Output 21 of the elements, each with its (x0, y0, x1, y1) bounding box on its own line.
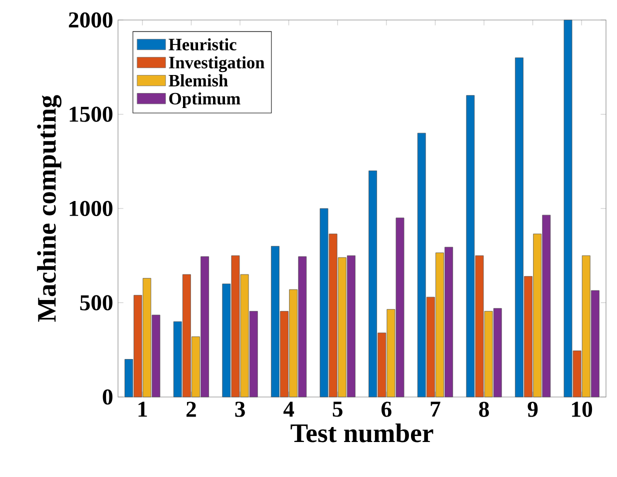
x-tick-label: 10 (572, 402, 592, 417)
y-tick-label: 1500 (70, 106, 112, 122)
x-tick-label: 4 (283, 402, 294, 417)
x-tick-label: 8 (479, 402, 489, 417)
y-tick-label: 0 (102, 389, 112, 405)
legend-label: Heuristic (168, 38, 236, 50)
y-tick-label: 500 (80, 295, 112, 310)
x-tick-label: 9 (528, 402, 538, 417)
x-tick-label: 7 (430, 402, 440, 417)
y-axis-title: Machine computing (37, 95, 62, 322)
x-axis-title: Test number (290, 423, 434, 442)
x-tick-label: 6 (382, 402, 392, 417)
x-tick-label: 2 (186, 402, 196, 417)
x-tick-label: 1 (138, 402, 147, 417)
legend-label: Blemish (168, 74, 228, 86)
legend-label: Investigation (169, 56, 264, 72)
x-tick-label: 5 (332, 402, 342, 417)
y-tick-label: 2000 (68, 12, 112, 28)
legend-label: Optimum (169, 92, 240, 108)
y-tick-label: 1000 (70, 200, 112, 216)
x-tick-label: 3 (235, 402, 245, 417)
